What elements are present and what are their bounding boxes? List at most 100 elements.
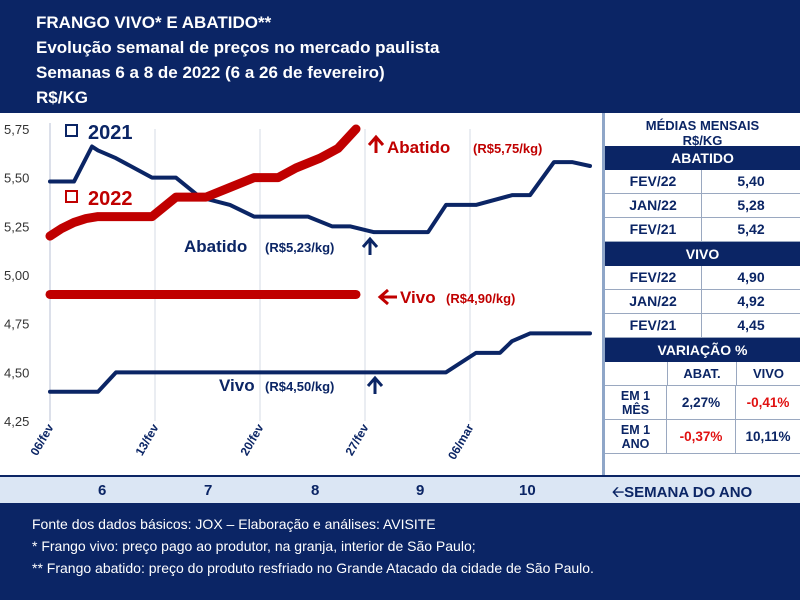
variation-vivo: 10,11% (745, 429, 791, 444)
col-abat-header: ABAT. (668, 362, 737, 385)
month-label: FEV/22 (605, 266, 702, 289)
footnote-abatido: ** Frango abatido: preço do produto resf… (32, 560, 594, 576)
variacao-column-headers: ABAT. VIVO (605, 362, 800, 386)
annotation-vivo-2022: Vivo (R$4,90/kg) (377, 288, 515, 307)
annotation-value: (R$5,75/kg) (473, 141, 542, 156)
month-value: 5,28 (737, 197, 765, 213)
legend-2021-marker (65, 124, 78, 137)
annotation-value: (R$4,50/kg) (265, 379, 334, 394)
variation-vivo: -0,41% (746, 395, 790, 410)
y-tick-label: 4,75 (4, 317, 29, 332)
variacao-heading: VARIAÇÃO % (605, 338, 800, 362)
annotation-vivo-2021: Vivo (R$4,50/kg) (219, 375, 384, 395)
week-axis-label: SEMANA DO ANO (624, 484, 753, 501)
annotation-value: (R$4,90/kg) (446, 291, 515, 306)
month-value: 4,90 (737, 269, 765, 285)
arrow-up-icon (367, 134, 385, 153)
empty-header-cell (605, 362, 668, 385)
week-label: 9 (416, 482, 425, 499)
plot-frame: 4,25 4,50 4,75 5,00 5,25 5,50 5,75 06/fev 13/fe… (0, 113, 604, 475)
monthly-averages-panel: MÉDIAS MENSAIS R$/KG ABATIDO FEV/22 5,40… (604, 113, 800, 475)
line-chart: 4,25 4,50 4,75 5,00 5,25 5,50 5,75 06/fev 13/fe… (4, 122, 592, 462)
table-row: JAN/22 4,92 (605, 290, 800, 314)
table-row: FEV/21 4,45 (605, 314, 800, 338)
period-label-line1: EM 1 (620, 389, 651, 403)
chart-header: FRANGO VIVO* E ABATIDO** Evolução semana… (0, 0, 800, 113)
annotation-label: Abatido (387, 138, 450, 157)
week-label: 7 (204, 482, 213, 499)
x-tick-label: 27/fev (342, 421, 371, 458)
series-line-2021-abatido (48, 144, 592, 235)
source-line: Fonte dos dados básicos: JOX – Elaboraçã… (32, 516, 436, 532)
x-tick-label: 06/fev (27, 421, 56, 458)
month-value: 5,40 (737, 173, 765, 189)
abatido-heading: ABATIDO (605, 146, 800, 170)
x-axis: 06/fev 13/fev 20/fev 27/fev 06/mar (27, 421, 476, 462)
annotation-label: Abatido (184, 237, 247, 256)
period-label: EM 1 MÊS (605, 386, 667, 419)
month-label: JAN/22 (605, 194, 702, 217)
period-label-line1: EM 1 (620, 423, 651, 437)
arrow-left-icon (377, 288, 397, 306)
period-label-line2: MÊS (621, 403, 650, 417)
month-label: JAN/22 (605, 290, 702, 313)
x-tick-label: 20/fev (237, 421, 266, 458)
variation-abat: -0,37% (667, 420, 736, 453)
arrow-up-icon (361, 236, 379, 255)
table-row: EM 1 ANO -0,37% 10,11% (605, 420, 800, 454)
series-line-2021-vivo (48, 331, 592, 394)
month-value: 4,92 (737, 293, 765, 309)
variation-abat: 2,27% (667, 386, 736, 419)
legend-2022-label: 2022 (88, 188, 133, 210)
vivo-heading: VIVO (605, 242, 800, 266)
week-label: 6 (98, 482, 107, 499)
month-label: FEV/21 (605, 218, 702, 241)
x-tick-label: 13/fev (132, 421, 161, 458)
table-row: FEV/21 5,42 (605, 218, 800, 242)
y-tick-label: 5,75 (4, 122, 29, 137)
week-axis-caption: 🡠SEMANA DO ANO (612, 482, 752, 507)
footnote-vivo: * Frango vivo: preço pago ao produtor, n… (32, 538, 476, 554)
annotation-value: (R$5,23/kg) (265, 240, 334, 255)
y-tick-label: 5,50 (4, 171, 29, 186)
legend-2021-label: 2021 (88, 122, 133, 144)
col-vivo-header: VIVO (752, 366, 785, 381)
chart-title: FRANGO VIVO* E ABATIDO** (36, 13, 272, 32)
panel-title-line1: MÉDIAS MENSAIS (645, 118, 760, 133)
table-row: EM 1 MÊS 2,27% -0,41% (605, 386, 800, 420)
legend-2022: 2022 (65, 188, 133, 210)
legend-2021: 2021 (65, 122, 133, 144)
y-tick-label: 4,25 (4, 414, 29, 429)
month-label: FEV/22 (605, 170, 702, 193)
week-of-year-bar: 6 7 8 9 10 🡠SEMANA DO ANO (0, 475, 800, 505)
month-label: FEV/21 (605, 314, 702, 337)
annotation-abatido-2022: Abatido (R$5,75/kg) (367, 134, 542, 157)
table-row: FEV/22 4,90 (605, 266, 800, 290)
y-axis: 4,25 4,50 4,75 5,00 5,25 5,50 5,75 (4, 122, 29, 429)
month-value: 5,42 (737, 221, 765, 237)
legend-2022-marker (65, 190, 78, 203)
period-label: EM 1 ANO (605, 420, 667, 453)
panel-title: MÉDIAS MENSAIS R$/KG (605, 113, 800, 148)
y-tick-label: 5,25 (4, 219, 29, 234)
week-label: 8 (311, 482, 320, 499)
chart-period: Semanas 6 a 8 de 2022 (6 a 26 de feverei… (36, 63, 385, 82)
y-tick-label: 4,50 (4, 365, 29, 380)
table-row: FEV/22 5,40 (605, 170, 800, 194)
panel-title-line2: R$/KG (682, 133, 723, 148)
y-tick-label: 5,00 (4, 268, 29, 283)
x-tick-label: 06/mar (445, 421, 477, 462)
chart-unit: R$/KG (36, 88, 88, 107)
arrow-up-icon (366, 375, 384, 394)
arrow-left-icon: 🡠 (612, 484, 625, 501)
table-row: JAN/22 5,28 (605, 194, 800, 218)
series-lines (45, 124, 592, 394)
annotation-abatido-2021: Abatido (R$5,23/kg) (184, 236, 379, 256)
series-line-2022-abatido (45, 124, 361, 241)
month-value: 4,45 (737, 317, 765, 333)
source-footer: Fonte dos dados básicos: JOX – Elaboraçã… (0, 505, 800, 600)
annotation-label: Vivo (400, 288, 436, 307)
annotation-label: Vivo (219, 376, 255, 395)
week-label: 10 (519, 482, 536, 499)
